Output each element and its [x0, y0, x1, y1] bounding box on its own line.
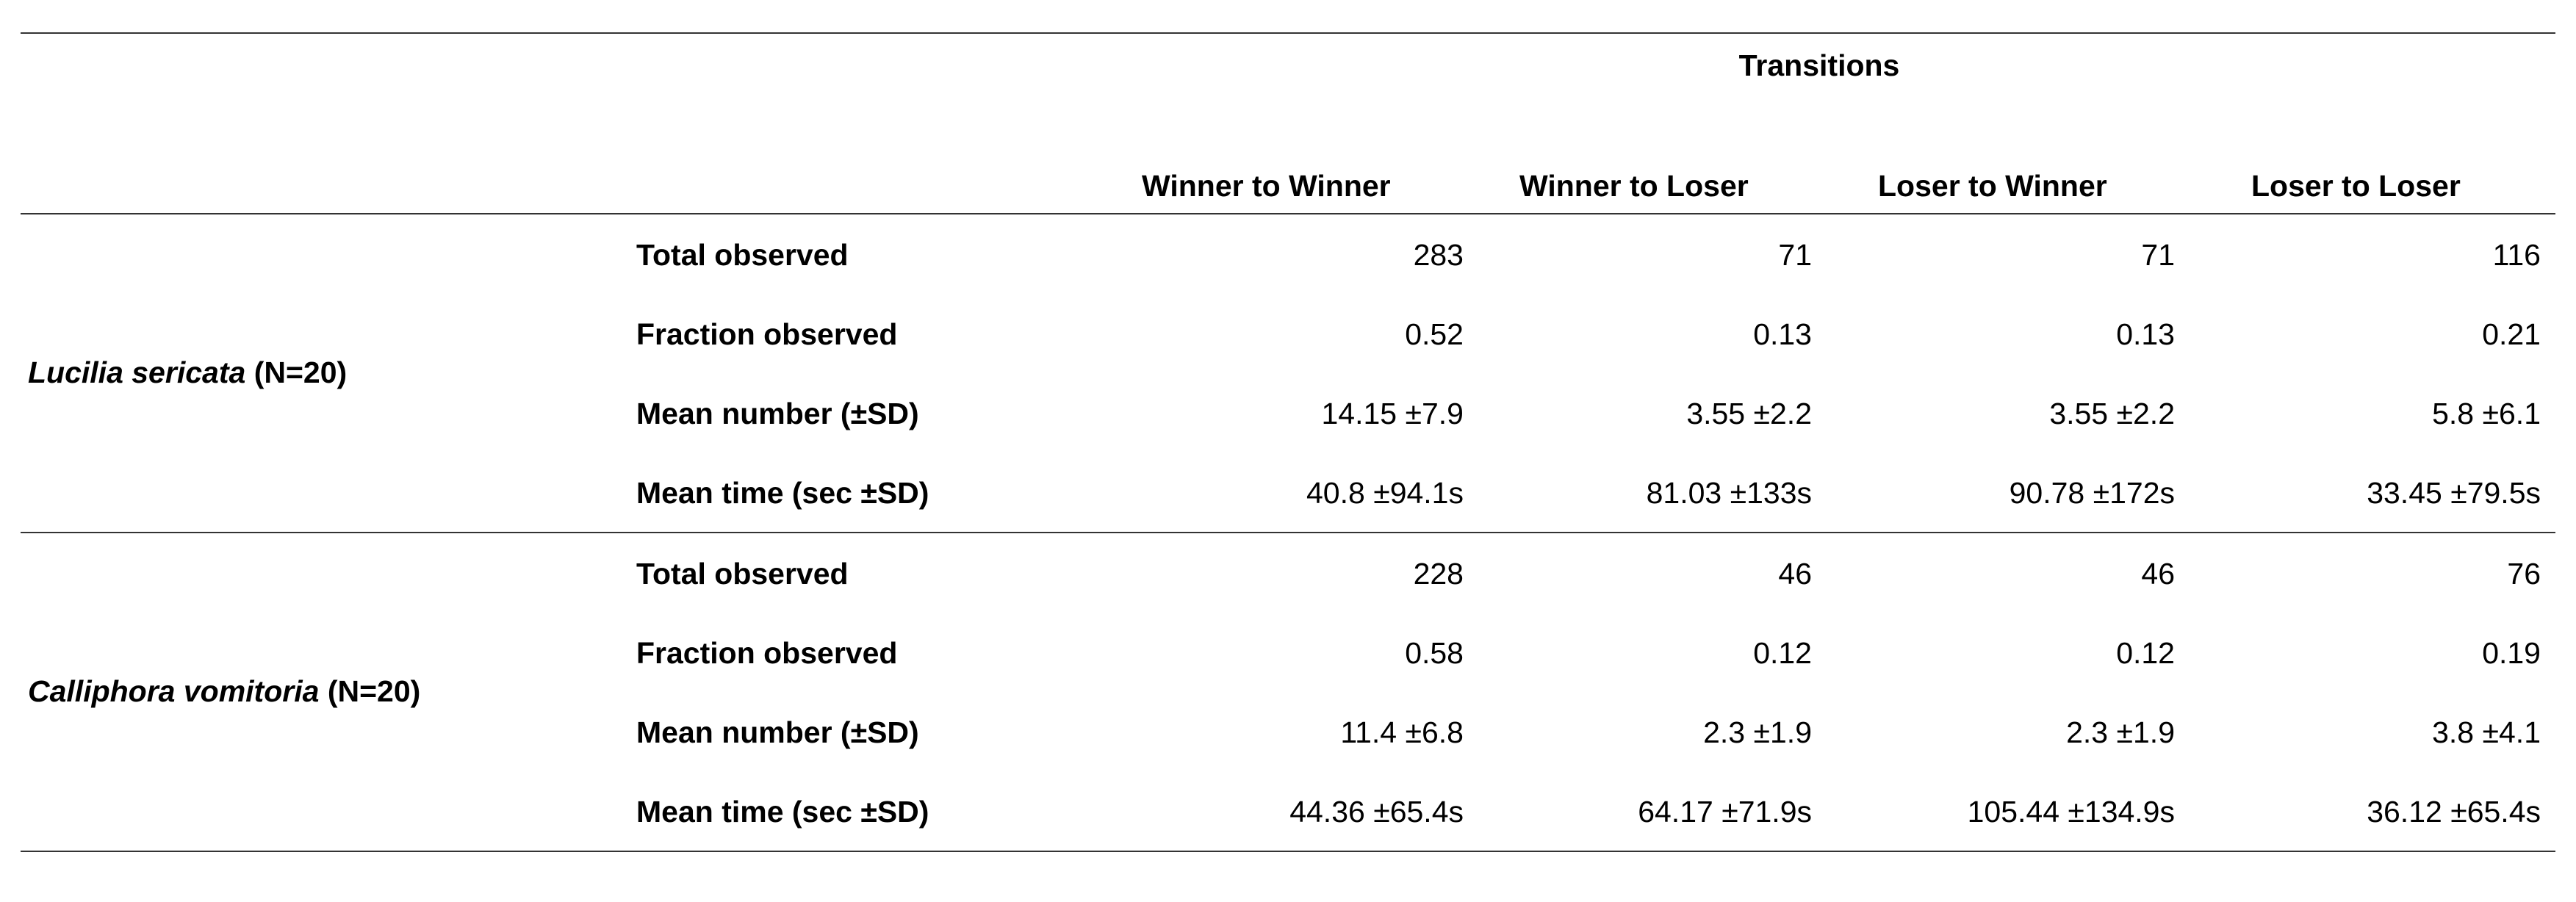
table-cell: 3.8 ±4.1	[2432, 715, 2541, 749]
bottom-rule	[21, 851, 2555, 852]
table-cell: 0.19	[2482, 636, 2541, 670]
table-cell: 14.15 ±7.9	[1321, 397, 1464, 430]
table-cell: 0.13	[1753, 317, 1812, 351]
transitions-spanning-header: Transitions	[1738, 48, 1900, 82]
sample-size: (N=20)	[327, 674, 421, 708]
table-cell: 0.12	[2116, 636, 2175, 670]
table-cell: 44.36 ±65.4s	[1289, 795, 1464, 829]
table-cell: 64.17 ±71.9s	[1638, 795, 1812, 829]
column-header-loser-to-loser: Loser to Loser	[2251, 169, 2461, 203]
row-label-fraction-observed: Fraction observed	[636, 636, 898, 670]
table-cell: 71	[1778, 238, 1812, 272]
row-label-mean-number: Mean number (±SD)	[636, 715, 919, 749]
table-cell: 0.21	[2482, 317, 2541, 351]
table-cell: 40.8 ±94.1s	[1306, 476, 1464, 510]
table-cell: 0.13	[2116, 317, 2175, 351]
table-cell: 283	[1413, 238, 1464, 272]
species-name: Lucilia sericata	[28, 356, 246, 389]
row-label-mean-number: Mean number (±SD)	[636, 397, 919, 430]
table-cell: 81.03 ±133s	[1646, 476, 1812, 510]
table-cell: 3.55 ±2.2	[2049, 397, 2175, 430]
header-rule	[21, 213, 2555, 214]
row-label-total-observed: Total observed	[636, 238, 849, 272]
top-rule	[21, 32, 2555, 34]
row-label-mean-time: Mean time (sec ±SD)	[636, 795, 929, 829]
table-cell: 116	[2492, 238, 2541, 272]
sample-size: (N=20)	[253, 356, 348, 389]
table-cell: 2.3 ±1.9	[1703, 715, 1812, 749]
table-cell: 90.78 ±172s	[2009, 476, 2175, 510]
column-header-loser-to-winner: Loser to Winner	[1878, 169, 2107, 203]
table-cell: 0.12	[1753, 636, 1812, 670]
table-cell: 2.3 ±1.9	[2066, 715, 2175, 749]
row-label-total-observed: Total observed	[636, 557, 849, 591]
species-label-calliphora-vomitoria: Calliphora vomitoria (N=20)	[28, 673, 420, 710]
table-cell: 11.4 ±6.8	[1340, 715, 1464, 749]
table-cell: 3.55 ±2.2	[1686, 397, 1812, 430]
row-label-mean-time: Mean time (sec ±SD)	[636, 476, 929, 510]
row-label-fraction-observed: Fraction observed	[636, 317, 898, 351]
table-cell: 0.58	[1405, 636, 1464, 670]
table-cell: 46	[2141, 557, 2175, 591]
table-cell: 76	[2507, 557, 2541, 591]
table-cell: 0.52	[1405, 317, 1464, 351]
table-cell: 71	[2141, 238, 2175, 272]
species-name: Calliphora vomitoria	[28, 674, 320, 708]
table-cell: 105.44 ±134.9s	[1967, 795, 2175, 829]
column-header-winner-to-loser: Winner to Loser	[1519, 169, 1749, 203]
species-label-lucilia-sericata: Lucilia sericata (N=20)	[28, 354, 347, 391]
table-cell: 33.45 ±79.5s	[2367, 476, 2541, 510]
column-header-winner-to-winner: Winner to Winner	[1142, 169, 1391, 203]
table-cell: 228	[1413, 557, 1464, 591]
table-cell: 5.8 ±6.1	[2432, 397, 2541, 430]
group-divider-rule	[21, 532, 2555, 533]
table-cell: 46	[1778, 557, 1812, 591]
table-cell: 36.12 ±65.4s	[2367, 795, 2541, 829]
